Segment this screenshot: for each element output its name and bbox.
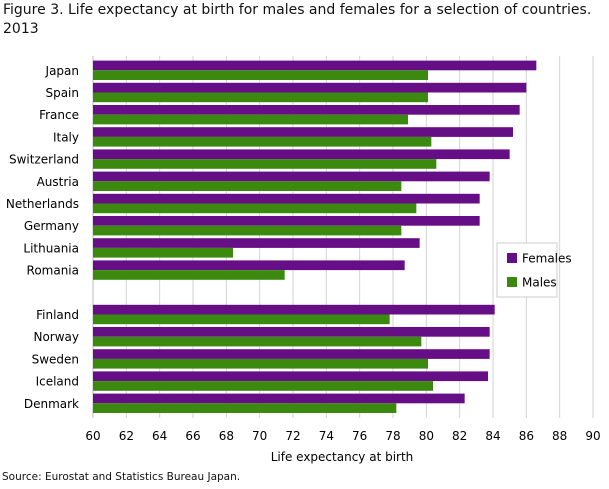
bar-females <box>93 171 490 182</box>
bar-females <box>93 105 520 115</box>
x-tick-label: 88 <box>552 429 567 443</box>
bar-males <box>93 92 428 103</box>
bar-males <box>93 136 432 147</box>
bar-males <box>93 381 433 391</box>
chart-title: Figure 3. Life expectancy at birth for m… <box>3 2 592 37</box>
category-label: France <box>39 108 79 122</box>
legend-label: Females <box>522 252 572 266</box>
x-tick-label: 60 <box>85 429 100 443</box>
bar-females <box>93 304 495 315</box>
x-tick-labels: 60 62 64 66 68 70 72 74 76 78 80 82 84 86 88 90 <box>85 429 600 443</box>
x-tick-label: 72 <box>285 429 300 443</box>
bar-females <box>93 193 480 204</box>
x-tick-label: 76 <box>352 429 367 443</box>
bar-males <box>93 70 428 80</box>
x-tick-label: 90 <box>585 429 600 443</box>
category-label: Germany <box>24 219 79 233</box>
legend-swatch <box>507 253 517 263</box>
legend-label: Males <box>522 276 557 290</box>
x-tick-label: 82 <box>452 429 467 443</box>
bar-females <box>93 127 513 137</box>
bar-males <box>93 358 428 369</box>
category-labels: Japan Spain France Italy Switzerland Austria N… <box>6 64 79 411</box>
category-label: Italy <box>53 130 79 144</box>
bar-females <box>93 393 465 404</box>
bar-females <box>93 260 405 271</box>
category-label: Romania <box>27 264 79 278</box>
bar-females <box>93 327 490 337</box>
bar-females <box>93 82 527 93</box>
bar-males <box>93 203 417 214</box>
bar-males <box>93 181 402 191</box>
x-tick-label: 64 <box>152 429 167 443</box>
source-note: Source: Eurostat and Statistics Bureau J… <box>2 471 241 483</box>
category-label: Iceland <box>36 375 79 389</box>
bar-females <box>93 238 420 248</box>
category-label: Japan <box>45 64 79 78</box>
category-label: Sweden <box>32 352 79 366</box>
legend-swatch <box>507 277 517 287</box>
x-tick-label: 74 <box>319 429 334 443</box>
category-label: Netherlands <box>6 197 79 211</box>
x-tick-label: 70 <box>252 429 267 443</box>
x-tick-label: 62 <box>119 429 134 443</box>
bar-males <box>93 225 402 236</box>
bar-males <box>93 114 408 125</box>
bar-females <box>93 60 537 71</box>
category-label: Denmark <box>24 397 79 411</box>
bar-males <box>93 247 233 258</box>
category-label: Spain <box>45 86 79 100</box>
bar-males <box>93 336 422 347</box>
category-label: Lithuania <box>23 241 79 255</box>
category-label: Switzerland <box>9 153 79 167</box>
bar-females <box>93 349 490 359</box>
x-tick-label: 66 <box>185 429 200 443</box>
legend-box <box>496 242 558 298</box>
category-label: Finland <box>36 308 79 322</box>
x-axis-title: Life expectancy at birth <box>271 450 414 464</box>
bar-females <box>93 216 480 226</box>
bar-females <box>93 149 510 160</box>
bar-males <box>93 159 437 169</box>
bar-males <box>93 270 285 280</box>
x-tick-label: 80 <box>419 429 434 443</box>
bar-males <box>93 314 390 325</box>
x-tick-label: 84 <box>485 429 500 443</box>
category-label: Norway <box>33 330 79 344</box>
bars <box>93 60 537 413</box>
x-tick-label: 68 <box>219 429 234 443</box>
bar-males <box>93 403 397 413</box>
category-label: Austria <box>37 175 79 189</box>
x-tick-label: 86 <box>519 429 534 443</box>
x-tick-label: 78 <box>385 429 400 443</box>
legend: Females Males <box>496 242 572 298</box>
bar-females <box>93 371 488 382</box>
